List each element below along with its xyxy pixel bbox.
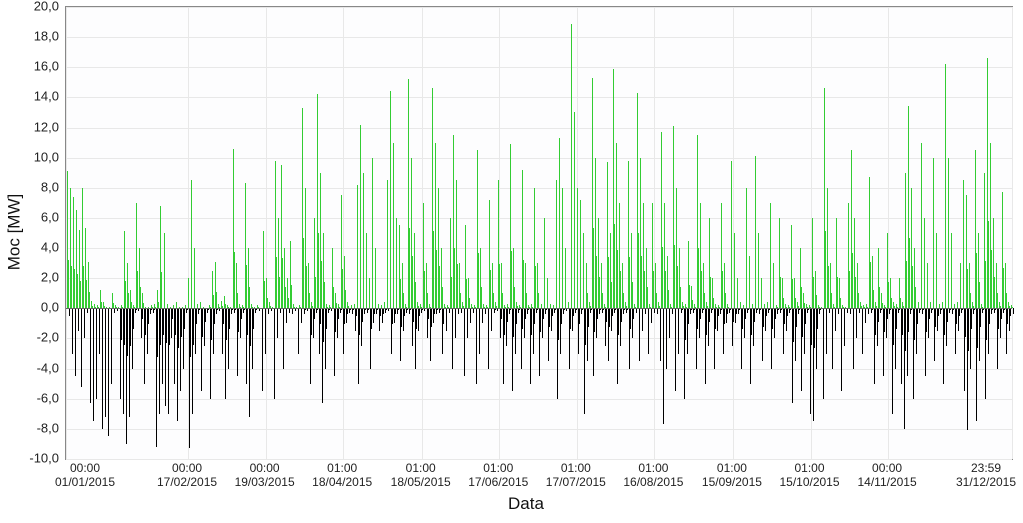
y-tick-label: 0,0 bbox=[41, 300, 59, 315]
x-axis-title: Data bbox=[508, 494, 544, 514]
x-tick-label: 01:0015/09/2015 bbox=[702, 462, 762, 490]
x-tick-label: 01:0016/08/2015 bbox=[623, 462, 683, 490]
x-tick-label: 00:0019/03/2015 bbox=[235, 462, 295, 490]
x-tick-label: 01:0017/07/2015 bbox=[546, 462, 606, 490]
grid-line-h bbox=[66, 158, 1012, 159]
y-tick-label: 8,0 bbox=[41, 179, 59, 194]
y-tick-label: 10,0 bbox=[34, 149, 59, 164]
y-tick-label: -8,0 bbox=[37, 420, 59, 435]
x-tick-label: 01:0017/06/2015 bbox=[468, 462, 528, 490]
grid-line-v bbox=[343, 7, 344, 459]
y-tick-label: -6,0 bbox=[37, 390, 59, 405]
y-tick-label: 20,0 bbox=[34, 0, 59, 14]
grid-line-h bbox=[66, 97, 1012, 98]
x-tick-label: 00:0017/02/2015 bbox=[157, 462, 217, 490]
y-tick-label: -2,0 bbox=[37, 330, 59, 345]
chart-container: Moc [MW] -10,0-8,0-6,0-4,0-2,00,02,04,06… bbox=[0, 0, 1023, 523]
grid-line-h bbox=[66, 67, 1012, 68]
y-tick-label: 6,0 bbox=[41, 209, 59, 224]
y-tick-label: 2,0 bbox=[41, 270, 59, 285]
zero-line bbox=[66, 308, 1012, 309]
y-tick-label: 4,0 bbox=[41, 240, 59, 255]
y-tick-label: 14,0 bbox=[34, 89, 59, 104]
grid-line-h bbox=[66, 429, 1012, 430]
y-tick-label: -4,0 bbox=[37, 360, 59, 375]
x-tick-label: 01:0018/04/2015 bbox=[312, 462, 372, 490]
grid-line-h bbox=[66, 459, 1012, 460]
grid-line-h bbox=[66, 7, 1012, 8]
y-tick-label: 18,0 bbox=[34, 29, 59, 44]
x-tick-label: 00:0001/01/2015 bbox=[55, 462, 115, 490]
y-tick-label: 16,0 bbox=[34, 59, 59, 74]
grid-line-v bbox=[654, 7, 655, 459]
x-tick-label: 01:0018/05/2015 bbox=[391, 462, 451, 490]
x-tick-label: 00:0014/11/2015 bbox=[857, 462, 916, 490]
plot-area bbox=[65, 6, 1013, 460]
y-tick-label: 12,0 bbox=[34, 119, 59, 134]
grid-line-h bbox=[66, 128, 1012, 129]
grid-line-v bbox=[499, 7, 500, 459]
grid-line-v bbox=[266, 7, 267, 459]
grid-line-h bbox=[66, 399, 1012, 400]
grid-line-h bbox=[66, 37, 1012, 38]
x-tick-label: 01:0015/10/2015 bbox=[779, 462, 839, 490]
x-tick-label: 23:5931/12/2015 bbox=[956, 462, 1016, 490]
grid-line-v bbox=[1012, 7, 1013, 459]
